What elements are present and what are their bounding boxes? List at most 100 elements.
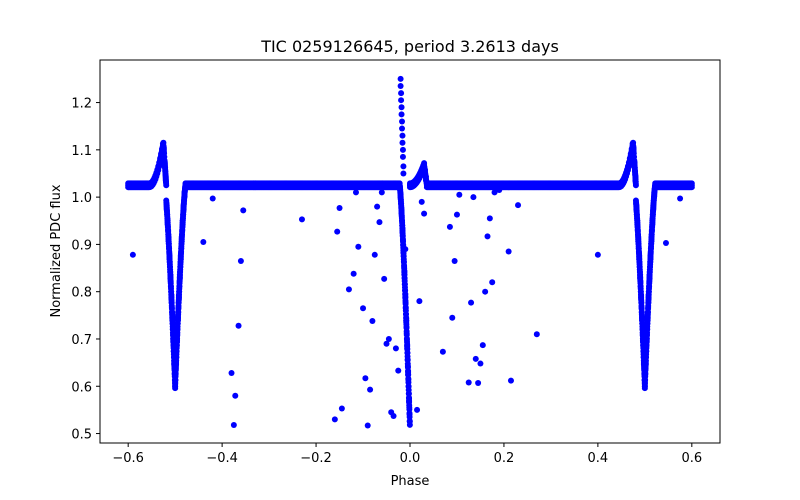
spike-point [398,111,405,118]
scatter-point [228,370,235,377]
y-axis: 0.5 0.6 0.7 0.8 0.9 1.0 1.1 1.2 [71,97,100,443]
y-tick-label: 0.9 [71,238,92,253]
spike-point [399,139,406,146]
spike-point [397,75,404,82]
x-axis: −0.6 −0.4 −0.2 0.0 0.2 0.4 0.6 [112,443,702,466]
scatter-point [533,331,540,338]
scatter-point [507,377,514,384]
scatter-point [446,223,453,230]
scatter-point [385,335,392,342]
scatter-point [355,243,362,250]
scatter-point [381,275,388,282]
lightcurve-point [158,154,165,161]
scatter-point [594,251,601,258]
scatter-point [232,392,239,399]
eclipse-point [652,182,659,189]
plot-area [99,59,721,444]
scatter-point [334,228,341,235]
y-tick-label: 1.0 [71,191,92,206]
scatter-point [336,205,343,211]
spike-point [399,132,406,139]
spike-point [399,146,406,153]
spike-point [399,118,406,125]
scatter-point [418,198,425,205]
x-tick-label: −0.4 [206,451,238,466]
lightcurve-point [626,159,633,166]
scatter-point [331,416,338,423]
eclipse-point [163,180,170,187]
scatter-point [496,187,503,194]
x-tick-label: −0.2 [300,451,332,466]
scatter-point [378,189,385,196]
scatter-point [362,375,369,382]
scatter-point [129,251,136,258]
scatter-point [451,257,458,264]
spike-point [397,83,404,90]
lightcurve-point [688,184,695,191]
spike-point [398,104,405,111]
scatter-point [421,210,428,217]
scatter-point [376,219,383,226]
x-tick-label: 0.0 [400,451,421,466]
scatter-point [486,215,493,222]
scatter-point [489,279,496,286]
scatter-point [470,194,477,201]
scatter-point [240,207,247,214]
scatter-point [677,195,684,202]
scatter-point [237,257,244,264]
scatter-point [350,270,357,277]
scatter-point [392,345,399,352]
x-axis-label: Phase [391,474,430,489]
scatter-point [662,239,669,246]
scatter-point [453,211,460,218]
lightcurve-point [157,159,164,166]
lightcurve-point [160,148,167,155]
spike-point [400,170,407,177]
scatter-point [479,342,486,349]
scatter-point [439,348,446,355]
x-tick-label: 0.6 [681,451,702,466]
scatter-point [235,322,242,329]
scatter-point [230,422,237,429]
y-tick-label: 1.1 [71,144,92,159]
x-tick-label: −0.6 [112,451,144,466]
scatter-point [402,246,409,253]
eclipse-point [406,421,413,428]
scatter-point [374,203,381,210]
scatter-point [449,314,456,321]
scatter-point [390,413,397,420]
scatter-point [515,202,522,209]
scatter-point [367,386,374,393]
y-tick-label: 0.8 [71,286,92,301]
scatter-point [371,251,378,258]
scatter-point [456,191,463,198]
spike-point [398,97,405,104]
scatter-point [360,305,367,312]
eclipse-point [632,180,639,187]
scatter-point [414,406,421,413]
chart-title: TIC 0259126645, period 3.2613 days [260,37,559,56]
y-tick-label: 1.2 [71,97,92,112]
scatter-point [475,379,482,386]
x-tick-label: 0.4 [588,451,609,466]
spike-point [399,153,406,160]
scatter-point [369,318,376,325]
scatter-point [465,379,472,386]
y-axis-label: Normalized PDC flux [49,184,64,317]
y-tick-label: 0.5 [71,428,92,443]
y-tick-label: 0.7 [71,333,92,348]
scatter-point [200,239,207,246]
eclipse-point [182,182,189,189]
lightcurve-point [630,148,637,155]
data-points [125,75,695,429]
scatter-point [472,355,479,362]
scatter-point [298,216,305,223]
scatter-point [468,299,475,306]
scatter-point [352,189,359,196]
scatter-point [491,189,498,196]
scatter-point [383,340,390,347]
scatter-point [505,248,512,255]
scatter-point [345,286,352,293]
